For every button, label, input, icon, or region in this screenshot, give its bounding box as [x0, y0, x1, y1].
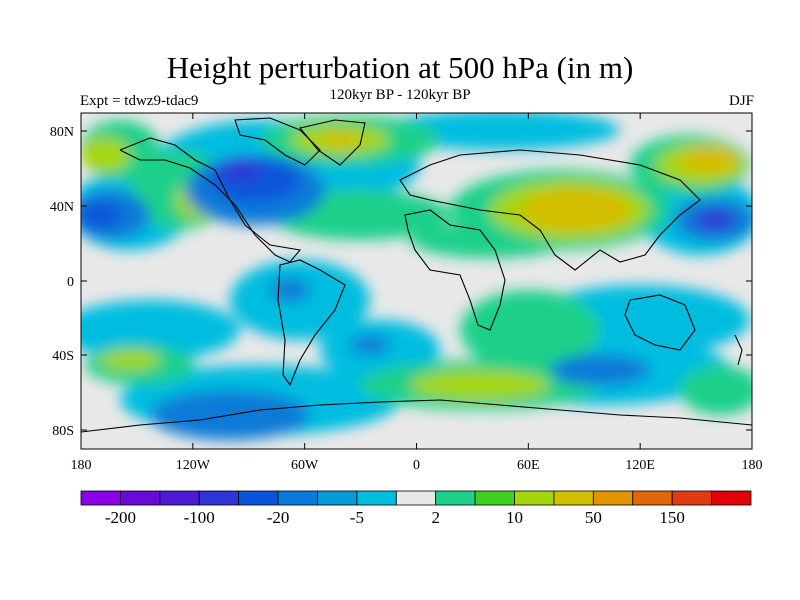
anomaly-blob — [460, 290, 600, 370]
new-zealand-coast — [734, 334, 743, 366]
anomaly-blob — [318, 132, 362, 148]
colorbar: -200 -100 -20 -5 2 10 50 150 — [80, 490, 752, 527]
lat-tick-label: 0 — [67, 275, 74, 290]
colorbar-label: 50 — [585, 508, 602, 527]
anomaly-blob — [81, 137, 130, 173]
colorbar-label: -100 — [184, 508, 215, 527]
anomaly-blob — [380, 113, 620, 150]
colorbar-swatch — [711, 490, 752, 506]
anomaly-blob — [350, 335, 390, 355]
anomaly-blob — [680, 145, 740, 175]
colorbar-swatch — [395, 490, 437, 506]
lon-tick-label: 120W — [176, 458, 211, 473]
colorbar-swatch — [592, 490, 634, 506]
colorbar-swatch — [514, 490, 555, 506]
lat-tick-label: 40S — [52, 349, 74, 364]
australia-coast — [624, 294, 696, 351]
colorbar-label: -200 — [105, 508, 136, 527]
colorbar-swatch — [120, 490, 161, 506]
eurasia-coast — [399, 149, 701, 271]
experiment-label: Expt = tdwz9-tdac9 — [80, 93, 199, 109]
axis-ticks: 80N 40N 0 40S 80S 180 120W 60W 0 60E 120E 180 — [50, 113, 763, 473]
anomaly-blob — [220, 160, 260, 180]
anomaly-blob — [410, 370, 550, 400]
colorbar-label: 150 — [659, 508, 685, 527]
colorbar-swatch — [317, 490, 358, 506]
colorbar-swatch — [671, 490, 712, 506]
colorbar-swatch — [553, 490, 594, 506]
lon-tick-label: 60W — [291, 458, 319, 473]
north-america-coast — [119, 137, 302, 263]
colorbar-label: -20 — [267, 508, 290, 527]
lon-tick-label: 180 — [742, 458, 763, 473]
anomaly-blob — [81, 300, 240, 360]
colorbar-label: 10 — [506, 508, 523, 527]
south-america-coast — [277, 259, 346, 387]
greenland-coast — [299, 119, 366, 166]
anomaly-blob — [680, 365, 752, 415]
plot-title: Height perturbation at 500 hPa (in m) — [166, 50, 634, 85]
africa-coast — [404, 209, 506, 331]
anomaly-blob — [695, 210, 735, 230]
lon-tick-label: 120E — [625, 458, 655, 473]
colorbar-swatch — [80, 490, 121, 506]
colorbar-swatch — [277, 490, 318, 506]
lat-tick-label: 40N — [50, 200, 74, 215]
lon-tick-label: 180 — [71, 458, 92, 473]
colorbar-swatch — [632, 490, 673, 506]
colorbar-label: -5 — [350, 508, 364, 527]
colorbar-swatch — [238, 490, 279, 506]
anomaly-blob — [81, 201, 122, 229]
lon-tick-label: 60E — [517, 458, 540, 473]
lon-tick-label: 0 — [413, 458, 420, 473]
coastlines — [81, 117, 752, 433]
anomaly-blob — [550, 354, 650, 386]
lat-tick-label: 80N — [50, 125, 74, 140]
anomaly-blob — [520, 188, 630, 232]
colorbar-swatch — [356, 490, 397, 506]
colorbar-swatch — [198, 490, 240, 506]
anomaly-blob — [270, 278, 310, 302]
colorbar-swatch — [159, 490, 200, 506]
arctic-canada-coast — [234, 117, 321, 166]
contour-field — [81, 113, 752, 449]
season-label: DJF — [728, 93, 754, 109]
colorbar-swatch — [474, 490, 515, 506]
period-label: 120kyr BP - 120kyr BP — [329, 87, 471, 103]
colorbar-label: 2 — [431, 508, 440, 527]
colorbar-swatch — [435, 490, 476, 506]
antarctica-coast — [81, 399, 752, 433]
anomaly-blob — [100, 350, 160, 370]
lat-tick-label: 80S — [52, 424, 74, 439]
